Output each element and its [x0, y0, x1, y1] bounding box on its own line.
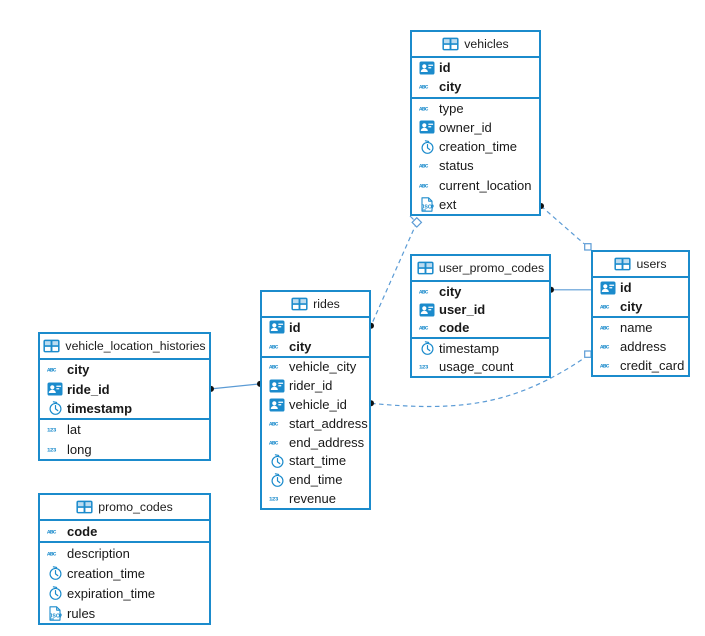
svg-text:123: 123 — [47, 446, 57, 453]
svg-text:ABC: ABC — [269, 439, 279, 446]
svg-text:ABC: ABC — [600, 325, 610, 332]
svg-text:ABC: ABC — [47, 550, 57, 557]
svg-text:ABC: ABC — [47, 367, 57, 374]
svg-text:123: 123 — [269, 496, 279, 503]
svg-text:ABC: ABC — [419, 325, 429, 332]
svg-text:ABC: ABC — [600, 344, 610, 351]
svg-text:ABC: ABC — [419, 182, 429, 189]
svg-text:ABC: ABC — [269, 343, 279, 350]
svg-text:123: 123 — [419, 364, 429, 371]
svg-text:ABC: ABC — [269, 364, 279, 371]
svg-text:ABC: ABC — [419, 163, 429, 170]
svg-text:ABC: ABC — [419, 84, 429, 91]
svg-text:ABC: ABC — [269, 421, 279, 428]
svg-text:ABC: ABC — [600, 363, 610, 370]
svg-text:ABC: ABC — [419, 105, 429, 112]
svg-text:123: 123 — [47, 427, 57, 434]
svg-text:ABC: ABC — [600, 304, 610, 311]
svg-text:ABC: ABC — [419, 288, 429, 295]
svg-text:ABC: ABC — [47, 528, 57, 535]
